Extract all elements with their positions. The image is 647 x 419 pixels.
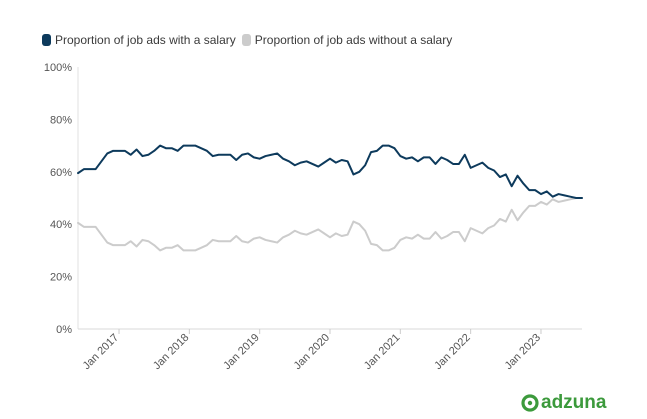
x-tick-label: Jan 2021 [362,332,402,372]
legend-item-without-salary[interactable]: Proportion of job ads without a salary [241,33,453,47]
x-tick-label: Jan 2019 [221,332,261,372]
legend-swatch-without-salary [241,34,251,46]
series-line-with-salary [77,144,583,199]
brand-name: adzuna [541,392,607,413]
y-tick-label: 20% [50,272,72,284]
y-tick-label: 80% [50,114,72,126]
adzuna-logo: adzuna [520,392,606,414]
legend-swatch-with-salary [42,34,51,46]
legend-label-with-salary: Proportion of job ads with a salary [55,33,236,47]
y-tick-label: 0% [56,324,72,336]
y-tick-label: 60% [50,167,72,179]
x-tick-label: Jan 2017 [81,332,121,372]
series-line-without-salary [77,197,583,252]
x-tick-label: Jan 2022 [432,332,472,372]
x-tick-label: Jan 2018 [151,332,191,372]
chart-legend: Proportion of job ads with a salary Prop… [42,33,458,47]
x-tick-label: Jan 2023 [503,332,543,372]
x-tick-label: Jan 2020 [292,332,332,372]
legend-item-with-salary[interactable]: Proportion of job ads with a salary [42,33,236,47]
y-tick-label: 40% [50,219,72,231]
y-tick-label: 100% [44,62,72,74]
legend-label-without-salary: Proportion of job ads without a salary [254,33,453,47]
adzuna-logo-icon [521,394,539,412]
